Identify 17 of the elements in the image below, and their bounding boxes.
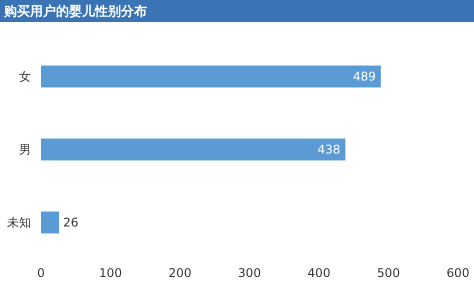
bar <box>41 66 381 88</box>
bar <box>41 138 346 160</box>
y-tick-label: 女 <box>19 70 31 84</box>
x-tick-label: 200 <box>168 266 192 280</box>
x-tick-label: 100 <box>99 266 122 280</box>
chart-title: 购买用户的婴儿性别分布 <box>3 4 147 20</box>
x-tick-label: 400 <box>308 266 330 280</box>
x-tick-label: 600 <box>446 266 470 280</box>
x-tick-label: 0 <box>37 266 45 280</box>
bar <box>41 212 60 234</box>
data-label: 438 <box>318 142 340 157</box>
x-tick-label: 300 <box>238 266 261 280</box>
y-tick-label: 男 <box>19 142 31 157</box>
x-tick-label: 500 <box>377 266 400 280</box>
y-tick-label: 未知 <box>7 216 31 230</box>
data-label: 26 <box>63 216 78 230</box>
data-label: 489 <box>352 70 376 84</box>
